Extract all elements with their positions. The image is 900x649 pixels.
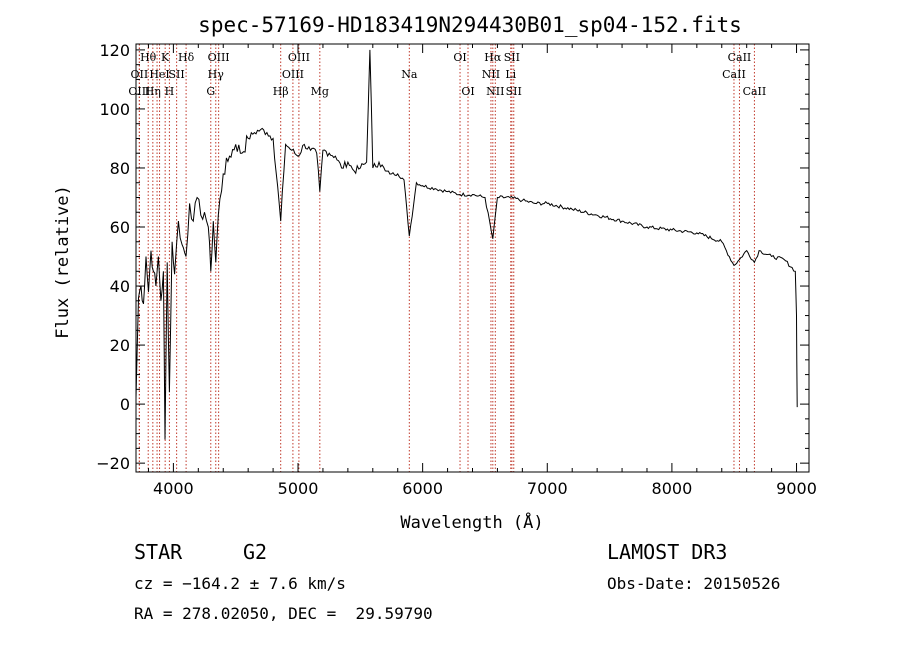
line-marker-label: Li xyxy=(505,68,516,81)
line-marker-label: SII xyxy=(504,51,520,64)
y-tick-label: 60 xyxy=(110,218,130,237)
x-tick-label: 5000 xyxy=(278,479,319,498)
line-marker-label: OIII xyxy=(128,85,150,98)
line-marker-label: H xyxy=(165,85,175,98)
line-marker-label: OIII xyxy=(282,68,304,81)
line-marker-label: Mg xyxy=(311,85,329,98)
spectrum-line xyxy=(135,49,798,440)
plot-frame xyxy=(135,43,810,473)
line-marker-label: Hη xyxy=(145,85,161,98)
line-marker-label: Hθ xyxy=(140,51,157,64)
subclass: G2 xyxy=(243,540,268,564)
x-axis-ticks: 4000 5000 6000 7000 8000 9000 xyxy=(147,44,817,498)
line-marker-label: SII xyxy=(169,68,185,81)
line-marker-label: OIII xyxy=(288,51,310,64)
line-marker-label: G xyxy=(206,85,215,98)
line-marker-label: NII xyxy=(486,85,504,98)
y-tick-label: 0 xyxy=(120,395,130,414)
x-tick-label: 6000 xyxy=(402,479,443,498)
y-tick-label: −20 xyxy=(96,454,130,473)
survey-name: LAMOST DR3 xyxy=(607,540,728,564)
line-marker-label: NII xyxy=(482,68,500,81)
line-marker-label: OIII xyxy=(208,51,230,64)
obs-date: Obs-Date: 20150526 xyxy=(607,574,781,593)
x-tick-label: 8000 xyxy=(652,479,693,498)
y-axis-label: Flux (relative) xyxy=(53,185,73,339)
line-marker-label: Hα xyxy=(484,51,502,64)
line-marker-label: Hγ xyxy=(208,68,225,81)
line-marker-label: Hδ xyxy=(178,51,195,64)
y-tick-label: 120 xyxy=(99,41,130,60)
line-marker-label: CaII xyxy=(722,68,746,81)
y-tick-label: 20 xyxy=(110,336,130,355)
spectrum-chart: spec-57169-HD183419N294430B01_sp04-152.f… xyxy=(53,13,817,533)
y-tick-label: 40 xyxy=(110,277,130,296)
y-axis-ticks: −20 0 20 40 60 80 100 120 xyxy=(96,41,809,473)
line-markers xyxy=(138,44,755,472)
x-tick-label: 7000 xyxy=(527,479,568,498)
y-tick-label: 100 xyxy=(99,100,130,119)
redshift-cz: cz = −164.2 ± 7.6 km/s xyxy=(134,574,346,593)
line-marker-label: CaII xyxy=(728,51,752,64)
line-marker-label: Hβ xyxy=(273,85,289,98)
object-type: STAR xyxy=(134,540,183,564)
chart-title: spec-57169-HD183419N294430B01_sp04-152.f… xyxy=(198,13,742,37)
line-marker-labels: HθOIIOIIIHηHeIKHSIIHδGHγOIIIHβOIIIOIIIMg… xyxy=(128,51,766,98)
line-marker-label: HeI xyxy=(149,68,169,81)
line-marker-label: Na xyxy=(401,68,418,81)
line-marker-label: K xyxy=(161,51,170,64)
line-marker-label: CaII xyxy=(743,85,767,98)
line-marker-label: OI xyxy=(461,85,474,98)
x-axis-label: Wavelength (Å) xyxy=(400,511,543,533)
x-tick-label: 4000 xyxy=(153,479,194,498)
y-tick-label: 80 xyxy=(110,159,130,178)
line-marker-label: SII xyxy=(506,85,522,98)
x-tick-label: 9000 xyxy=(776,479,817,498)
line-marker-label: OI xyxy=(453,51,466,64)
line-marker-label: OII xyxy=(131,68,149,81)
coordinates: RA = 278.02050, DEC = 29.59790 xyxy=(134,604,433,623)
